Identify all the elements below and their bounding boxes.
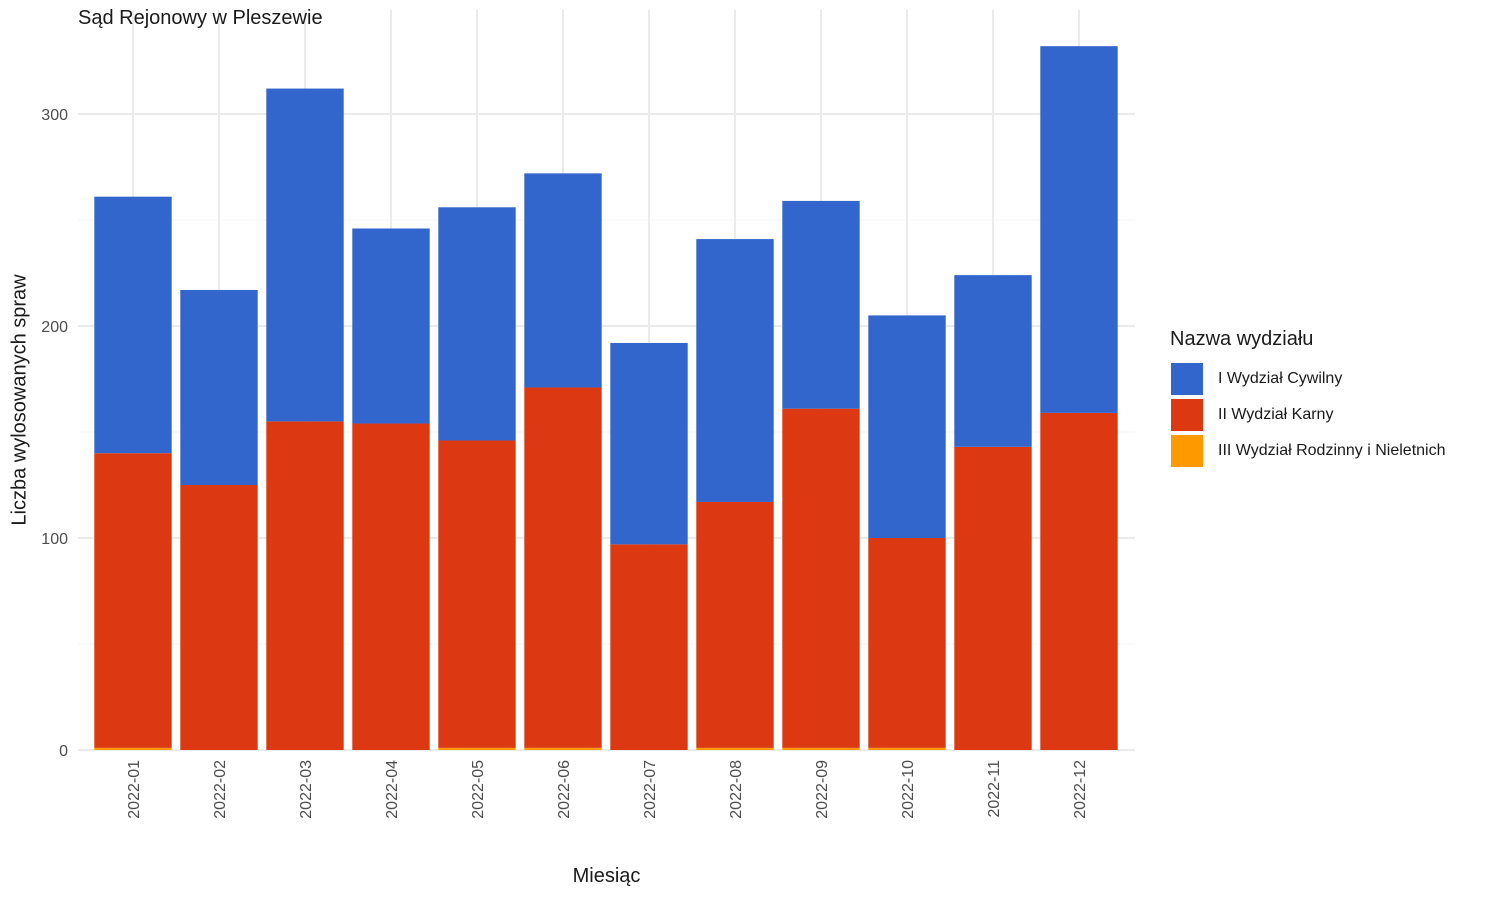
bar-segment-2022-08-0 — [696, 239, 774, 502]
x-axis-label: Miesiąc — [572, 865, 641, 887]
bar-segment-2022-09-0 — [782, 200, 860, 409]
x-tick-label: 2022-12 — [1072, 760, 1089, 819]
x-tick-label: 2022-09 — [814, 760, 831, 819]
legend-label-karny: II Wydział Karny — [1218, 406, 1334, 423]
bar-segment-2022-05-2 — [438, 747, 516, 750]
bar-segment-2022-01-1 — [94, 453, 172, 748]
bar-segment-2022-09-2 — [782, 747, 860, 750]
legend-item-rodzinny: III Wydział Rodzinny i Nieletnich — [1170, 433, 1446, 469]
bar-segment-2022-10-1 — [868, 538, 946, 748]
bar-segment-2022-10-0 — [868, 315, 946, 538]
bar-segment-2022-10-2 — [868, 747, 946, 750]
y-tick-label: 200 — [41, 319, 68, 336]
bar-segment-2022-08-2 — [696, 747, 774, 750]
legend-swatch-karny — [1170, 398, 1204, 432]
y-tick-label: 100 — [41, 531, 68, 548]
bar-segment-2022-12-0 — [1040, 46, 1118, 413]
legend-item-karny: II Wydział Karny — [1170, 397, 1446, 433]
bar-segment-2022-03-0 — [266, 88, 344, 422]
legend-swatch-cywilny — [1170, 362, 1204, 396]
x-tick-label: 2022-08 — [728, 760, 745, 819]
x-tick-label: 2022-11 — [986, 760, 1003, 818]
chart-title: Sąd Rejonowy w Pleszewie — [78, 7, 323, 29]
legend-label-cywilny: I Wydział Cywilny — [1218, 370, 1343, 387]
bar-segment-2022-01-0 — [94, 196, 172, 454]
bar-segment-2022-07-1 — [610, 544, 688, 750]
y-tick-label: 300 — [41, 107, 68, 124]
legend-swatch-rodzinny — [1170, 434, 1204, 468]
bar-segment-2022-05-0 — [438, 207, 516, 441]
bar-segment-2022-06-1 — [524, 387, 602, 748]
x-tick-label: 2022-04 — [384, 760, 401, 819]
legend-label-rodzinny: III Wydział Rodzinny i Nieletnich — [1218, 442, 1446, 459]
x-tick-label: 2022-05 — [470, 760, 487, 819]
bar-segment-2022-02-1 — [180, 485, 258, 750]
x-tick-label: 2022-07 — [642, 760, 659, 819]
bar-segment-2022-01-2 — [94, 747, 172, 750]
bar-segment-2022-11-0 — [954, 275, 1032, 447]
bar-segment-2022-05-1 — [438, 440, 516, 748]
bar-segment-2022-06-0 — [524, 173, 602, 388]
bar-segment-2022-03-1 — [266, 421, 344, 750]
y-tick-labels: 0 100 200 300 — [41, 107, 68, 760]
bar-segment-2022-12-1 — [1040, 412, 1118, 750]
x-tick-label: 2022-06 — [556, 760, 573, 819]
bar-segment-2022-11-1 — [954, 446, 1032, 750]
bar-segment-2022-06-2 — [524, 747, 602, 750]
x-tick-labels: 2022-01 2022-02 2022-03 2022-04 2022-05 2022-… — [126, 760, 1089, 819]
x-tick-label: 2022-10 — [900, 760, 917, 819]
legend-item-cywilny: I Wydział Cywilny — [1170, 361, 1446, 397]
bar-segment-2022-09-1 — [782, 408, 860, 748]
x-tick-label: 2022-02 — [212, 760, 229, 819]
y-axis-label: Liczba wylosowanych spraw — [8, 274, 31, 526]
x-tick-label: 2022-03 — [298, 760, 315, 819]
bar-segment-2022-08-1 — [696, 501, 774, 748]
x-tick-label: 2022-01 — [126, 760, 143, 819]
y-tick-label: 0 — [59, 743, 68, 760]
bars — [94, 46, 1118, 750]
legend-title: Nazwa wydziału — [1170, 328, 1314, 350]
bar-segment-2022-04-0 — [352, 228, 430, 424]
legend: Nazwa wydziału I Wydział Cywilny II Wydz… — [1170, 328, 1446, 469]
bar-segment-2022-04-1 — [352, 423, 430, 750]
bar-segment-2022-07-0 — [610, 342, 688, 545]
bar-segment-2022-02-0 — [180, 289, 258, 485]
